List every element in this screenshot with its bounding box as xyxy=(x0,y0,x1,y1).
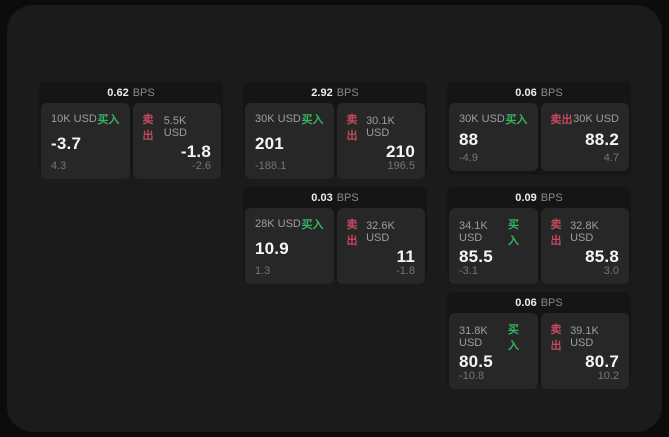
buy-tile[interactable]: 34.1K USD 买入 85.5 -3.1 xyxy=(449,208,538,284)
tile-row: 34.1K USD 买入 85.5 -3.1 卖出 32.8K USD 85.8… xyxy=(449,208,629,284)
sell-price: 88.2 xyxy=(585,130,619,149)
bps-unit-label: BPS xyxy=(540,191,563,204)
sell-label: 卖出 xyxy=(346,114,358,142)
sell-price: 85.8 xyxy=(585,247,619,266)
card-header: 0.09 BPS xyxy=(447,187,631,208)
quote-card: 0.06 BPS 30K USD 买入 88 -4.9 卖出 30K USD xyxy=(447,82,631,175)
sell-price: -1.8 xyxy=(180,142,211,161)
dashboard-panel: 0.62 BPS 10K USD 买入 -3.7 4.3 卖出 5.5K USD xyxy=(7,5,662,432)
buy-tile[interactable]: 28K USD 买入 10.9 1.3 xyxy=(245,208,334,284)
card-header: 0.62 BPS xyxy=(39,82,223,103)
sell-amount: 32.8K USD xyxy=(570,220,599,244)
buy-label: 买入 xyxy=(507,219,519,247)
sell-delta: 4.7 xyxy=(603,152,619,164)
bps-unit-label: BPS xyxy=(336,191,359,204)
buy-delta: -3.1 xyxy=(459,265,478,277)
sell-amount: 5.5K USD xyxy=(163,115,187,139)
buy-price: -3.7 xyxy=(51,134,82,153)
buy-tile[interactable]: 30K USD 买入 88 -4.9 xyxy=(449,103,538,171)
sell-label: 卖出 xyxy=(346,219,358,247)
card-header: 0.06 BPS xyxy=(447,292,631,313)
sell-amount: 30K USD xyxy=(573,113,619,125)
sell-delta: 3.0 xyxy=(603,265,619,277)
quote-card: 0.03 BPS 28K USD 买入 10.9 1.3 卖出 32.6K US… xyxy=(243,187,427,284)
buy-price: 80.5 xyxy=(459,352,493,371)
buy-amount: 31.8K USD xyxy=(459,325,488,349)
sell-amount: 32.6K USD xyxy=(366,220,395,244)
sell-delta: -1.8 xyxy=(396,265,415,277)
tile-row: 30K USD 买入 201 -188.1 卖出 30.1K USD 210 1… xyxy=(245,103,425,179)
sell-delta: 10.2 xyxy=(597,370,619,382)
buy-label: 买入 xyxy=(505,114,528,126)
buy-amount: 30K USD xyxy=(459,113,505,125)
sell-price: 80.7 xyxy=(585,352,619,371)
bps-unit-label: BPS xyxy=(336,86,359,99)
sell-amount: 39.1K USD xyxy=(570,325,599,349)
sell-label: 卖出 xyxy=(550,324,562,352)
buy-tile[interactable]: 31.8K USD 买入 80.5 -10.8 xyxy=(449,313,538,389)
sell-delta: -2.6 xyxy=(192,160,211,172)
sell-tile[interactable]: 卖出 32.8K USD 85.8 3.0 xyxy=(540,208,629,284)
buy-label: 买入 xyxy=(97,114,120,126)
buy-delta: -10.8 xyxy=(459,370,485,382)
sell-tile[interactable]: 卖出 30.1K USD 210 196.5 xyxy=(336,103,425,179)
quote-card: 0.06 BPS 31.8K USD 买入 80.5 -10.8 卖出 39.1… xyxy=(447,292,631,389)
sell-tile[interactable]: 卖出 32.6K USD 11 -1.8 xyxy=(336,208,425,284)
buy-delta: 1.3 xyxy=(255,265,271,277)
bps-value: 0.09 xyxy=(515,191,537,204)
sell-price: 11 xyxy=(396,247,415,266)
buy-delta: -4.9 xyxy=(459,152,478,164)
buy-amount: 34.1K USD xyxy=(459,220,488,244)
tile-row: 31.8K USD 买入 80.5 -10.8 卖出 39.1K USD 80.… xyxy=(449,313,629,389)
buy-tile[interactable]: 10K USD 买入 -3.7 4.3 xyxy=(41,103,130,179)
buy-price: 201 xyxy=(255,134,284,153)
quote-card: 0.09 BPS 34.1K USD 买入 85.5 -3.1 卖出 32.8K… xyxy=(447,187,631,284)
sell-label: 卖出 xyxy=(550,219,562,247)
buy-amount: 28K USD xyxy=(255,218,301,230)
sell-amount: 30.1K USD xyxy=(366,115,395,139)
tile-row: 10K USD 买入 -3.7 4.3 卖出 5.5K USD -1.8 -2.… xyxy=(41,103,221,179)
bps-value: 0.06 xyxy=(515,296,537,309)
buy-price: 10.9 xyxy=(255,239,289,258)
sell-price: 210 xyxy=(386,142,415,161)
quote-card: 0.62 BPS 10K USD 买入 -3.7 4.3 卖出 5.5K USD xyxy=(39,82,223,179)
sell-tile[interactable]: 卖出 5.5K USD -1.8 -2.6 xyxy=(132,103,221,179)
sell-delta: 196.5 xyxy=(387,160,415,172)
buy-label: 买入 xyxy=(301,114,324,126)
buy-amount: 30K USD xyxy=(255,113,301,125)
bps-unit-label: BPS xyxy=(540,86,563,99)
quote-card: 2.92 BPS 30K USD 买入 201 -188.1 卖出 30.1K … xyxy=(243,82,427,179)
card-header: 0.06 BPS xyxy=(447,82,631,103)
bps-value: 0.06 xyxy=(515,86,537,99)
bps-value: 0.03 xyxy=(311,191,333,204)
bps-value: 0.62 xyxy=(107,86,129,99)
bps-unit-label: BPS xyxy=(540,296,563,309)
tile-row: 28K USD 买入 10.9 1.3 卖出 32.6K USD 11 -1.8 xyxy=(245,208,425,284)
sell-tile[interactable]: 卖出 30K USD 88.2 4.7 xyxy=(540,103,629,171)
tile-row: 30K USD 买入 88 -4.9 卖出 30K USD 88.2 4.7 xyxy=(449,103,629,171)
buy-label: 买入 xyxy=(507,324,519,352)
buy-delta: -188.1 xyxy=(255,160,287,172)
card-header: 2.92 BPS xyxy=(243,82,427,103)
bps-value: 2.92 xyxy=(311,86,333,99)
buy-price: 85.5 xyxy=(459,247,493,266)
buy-delta: 4.3 xyxy=(51,160,67,172)
bps-unit-label: BPS xyxy=(132,86,155,99)
card-header: 0.03 BPS xyxy=(243,187,427,208)
sell-tile[interactable]: 卖出 39.1K USD 80.7 10.2 xyxy=(540,313,629,389)
buy-amount: 10K USD xyxy=(51,113,97,125)
buy-label: 买入 xyxy=(301,219,324,231)
buy-tile[interactable]: 30K USD 买入 201 -188.1 xyxy=(245,103,334,179)
buy-price: 88 xyxy=(459,130,479,149)
sell-label: 卖出 xyxy=(142,114,154,142)
sell-label: 卖出 xyxy=(550,114,573,126)
